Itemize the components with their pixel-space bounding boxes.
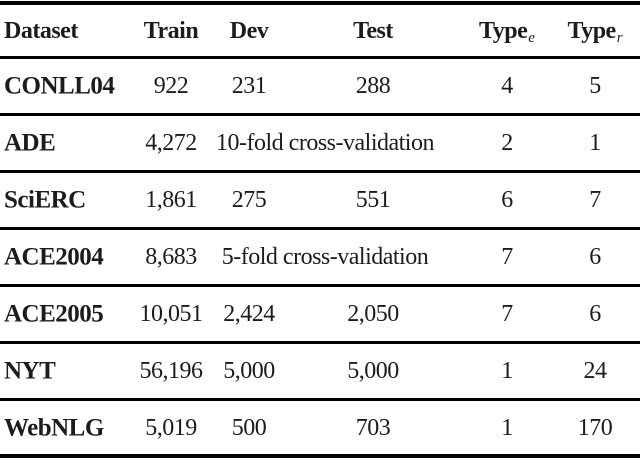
entity-type-count: 7 <box>501 243 513 270</box>
train-count: 1,861 <box>145 186 197 213</box>
table-top-rule <box>0 1 640 5</box>
train-count: 5,019 <box>145 414 197 441</box>
train-count: 10,051 <box>139 300 204 327</box>
dataset-name: CONLL04 <box>4 72 115 99</box>
relation-type-count: 6 <box>589 300 601 327</box>
column-header-type-r: Typer <box>567 17 623 46</box>
dev-count: 2,424 <box>223 300 275 327</box>
header-bottom-rule <box>0 56 640 59</box>
dev-count: 231 <box>231 72 267 99</box>
relation-type-count: 24 <box>583 357 608 384</box>
row-separator-rule <box>0 113 640 116</box>
type-r-label: Type <box>567 17 616 44</box>
table-row-ace2005: ACE2005 10,051 2,424 2,050 7 6 <box>0 285 640 342</box>
table-row-scierc: SciERC 1,861 275 551 6 7 <box>0 171 640 228</box>
table-row-conll04: CONLL04 922 231 288 4 5 <box>0 57 640 114</box>
row-separator-rule <box>0 398 640 401</box>
relation-type-count: 170 <box>577 414 613 441</box>
table-header-row: Dataset Train Dev Test Typee Typer <box>0 2 640 59</box>
table-row-nyt: NYT 56,196 5,000 5,000 1 24 <box>0 342 640 399</box>
entity-type-count: 2 <box>501 129 513 156</box>
table-row-ade: ADE 4,272 10-fold cross-validation 2 1 <box>0 114 640 171</box>
test-count: 288 <box>355 72 391 99</box>
entity-type-count: 1 <box>501 414 513 441</box>
dataset-name: ADE <box>4 129 56 156</box>
train-count: 922 <box>153 72 189 99</box>
column-header-dataset: Dataset <box>4 17 78 44</box>
relation-type-count: 7 <box>589 186 601 213</box>
column-header-type-e: Typee <box>479 17 535 46</box>
test-count: 2,050 <box>347 300 399 327</box>
entity-type-count: 6 <box>501 186 513 213</box>
relation-type-count: 6 <box>589 243 601 270</box>
dev-count: 5,000 <box>223 357 275 384</box>
test-count: 5,000 <box>347 357 399 384</box>
test-count: 703 <box>355 414 391 441</box>
relation-type-count: 5 <box>589 72 601 99</box>
test-count: 551 <box>355 186 391 213</box>
dataset-name: WebNLG <box>4 414 104 441</box>
row-separator-rule <box>0 227 640 230</box>
train-count: 4,272 <box>145 129 197 156</box>
dev-test-merged-note: 10-fold cross-validation <box>216 129 434 156</box>
type-e-subscript: e <box>528 29 535 46</box>
entity-type-count: 7 <box>501 300 513 327</box>
dataset-name: ACE2005 <box>4 300 104 327</box>
row-separator-rule <box>0 341 640 344</box>
column-header-dev: Dev <box>229 17 269 44</box>
entity-type-count: 1 <box>501 357 513 384</box>
table-bottom-rule <box>0 454 640 458</box>
relation-type-count: 1 <box>589 129 601 156</box>
column-header-train: Train <box>143 17 199 44</box>
row-separator-rule <box>0 284 640 287</box>
column-header-test: Test <box>353 17 393 44</box>
table-row-webnlg: WebNLG 5,019 500 703 1 170 <box>0 399 640 456</box>
dev-count: 500 <box>231 414 267 441</box>
dev-count: 275 <box>231 186 267 213</box>
dataset-name: SciERC <box>4 186 86 213</box>
dataset-name: NYT <box>4 357 56 384</box>
type-e-label: Type <box>479 17 528 44</box>
train-count: 8,683 <box>145 243 197 270</box>
dataset-name: ACE2004 <box>4 243 104 270</box>
entity-type-count: 4 <box>501 72 513 99</box>
train-count: 56,196 <box>139 357 204 384</box>
row-separator-rule <box>0 170 640 173</box>
table-row-ace2004: ACE2004 8,683 5-fold cross-validation 7 … <box>0 228 640 285</box>
type-r-subscript: r <box>616 29 623 46</box>
dev-test-merged-note: 5-fold cross-validation <box>221 243 429 270</box>
